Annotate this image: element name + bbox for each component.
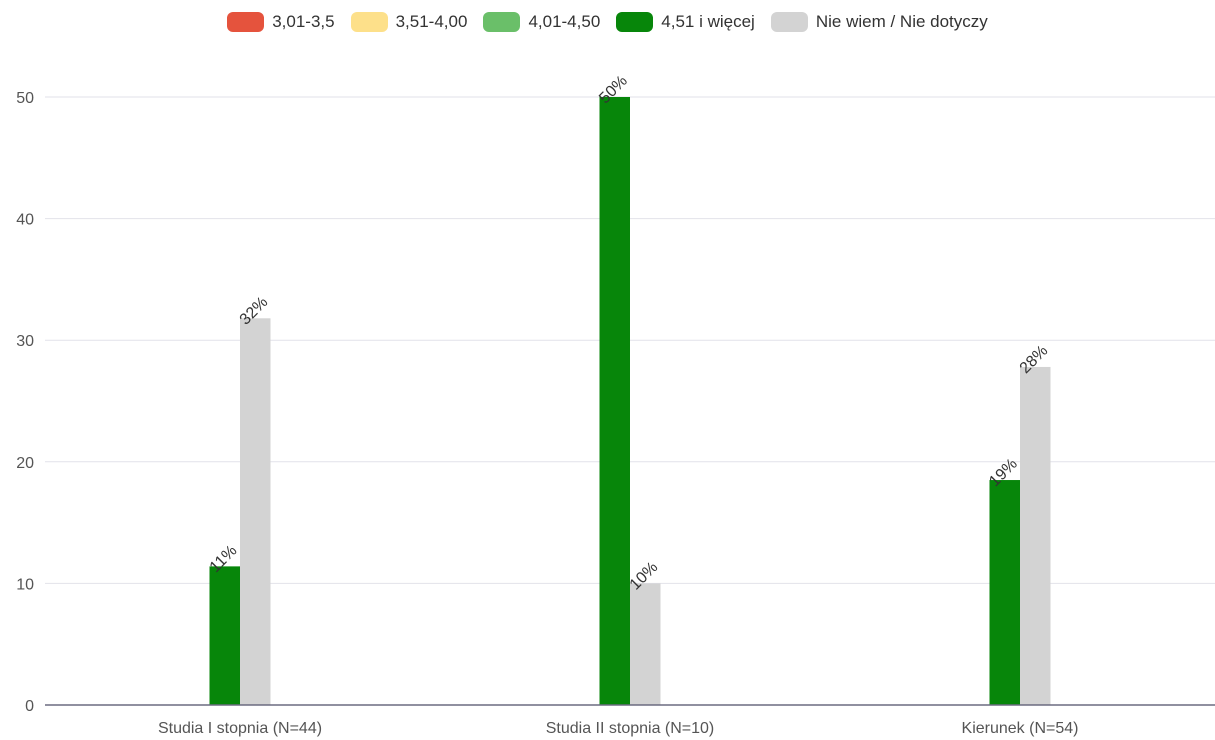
y-tick-label: 50: [16, 90, 34, 107]
y-tick-label: 10: [16, 576, 34, 593]
legend-swatch: [616, 12, 654, 32]
legend-item[interactable]: 3,51-4,00: [350, 12, 468, 32]
bar: [1020, 366, 1051, 705]
legend-item[interactable]: 3,01-3,5: [227, 12, 335, 32]
bar: [630, 583, 661, 705]
legend-item[interactable]: 4,01-4,50: [483, 12, 600, 32]
y-tick-label: 40: [16, 212, 34, 229]
x-tick-label: Kierunek (N=54): [962, 720, 1079, 737]
legend-item[interactable]: 4,51 i więcej: [616, 12, 755, 32]
bar: [209, 566, 240, 705]
x-tick-label: Studia I stopnia (N=44): [158, 720, 322, 737]
legend-swatch: [227, 12, 265, 32]
legend-swatch: [483, 12, 521, 32]
legend-label: 4,51 i więcej: [661, 12, 755, 31]
legend-swatch: [770, 12, 808, 32]
legend-label: 3,01-3,5: [272, 12, 335, 31]
legend-item[interactable]: Nie wiem / Nie dotyczy: [770, 12, 988, 32]
legend-label: 3,51-4,00: [395, 12, 468, 31]
y-tick-label: 30: [16, 333, 34, 350]
bar: [989, 480, 1020, 705]
bar: [240, 318, 271, 705]
bar: [599, 97, 630, 705]
x-tick-label: Studia II stopnia (N=10): [546, 720, 715, 737]
legend-label: Nie wiem / Nie dotyczy: [815, 12, 988, 31]
y-tick-label: 20: [16, 455, 34, 472]
legend-label: 4,01-4,50: [528, 12, 601, 31]
legend-swatch: [350, 12, 388, 32]
y-tick-label: 0: [25, 698, 34, 715]
legend: 3,01-3,5 3,51-4,00 4,01-4,50 4,51 i więcej N…: [0, 12, 1215, 32]
